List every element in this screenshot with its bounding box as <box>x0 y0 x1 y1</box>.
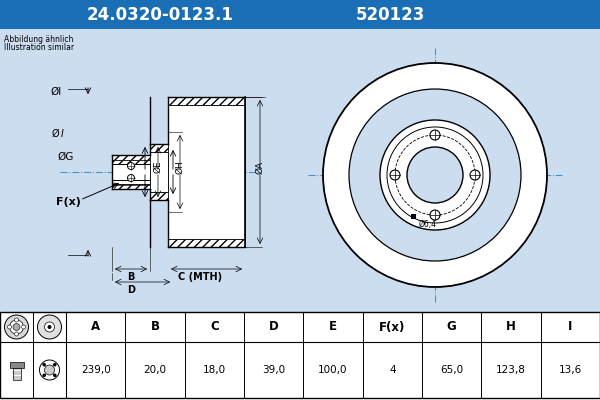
Circle shape <box>7 325 11 329</box>
Text: ØE: ØE <box>154 161 163 173</box>
Circle shape <box>387 127 483 223</box>
Circle shape <box>22 325 25 329</box>
Bar <box>112 155 150 160</box>
Bar <box>112 185 150 189</box>
Text: F(x): F(x) <box>56 197 80 207</box>
Circle shape <box>43 374 46 377</box>
Circle shape <box>5 315 29 339</box>
Text: Illustration similar: Illustration similar <box>4 43 74 52</box>
Bar <box>112 160 150 164</box>
Text: Ate: Ate <box>391 98 459 132</box>
Circle shape <box>430 210 440 220</box>
Circle shape <box>128 174 134 182</box>
Bar <box>411 214 416 219</box>
Circle shape <box>14 318 19 322</box>
Bar <box>0 312 600 398</box>
Bar <box>168 239 245 247</box>
Text: B: B <box>127 272 134 282</box>
Text: I: I <box>568 320 572 334</box>
Text: 123,8: 123,8 <box>496 365 526 375</box>
Circle shape <box>53 363 56 366</box>
Circle shape <box>323 63 547 287</box>
Circle shape <box>128 162 134 170</box>
Text: D: D <box>269 320 278 334</box>
Text: 520123: 520123 <box>355 6 425 24</box>
Bar <box>13 368 20 380</box>
Text: 20,0: 20,0 <box>143 365 167 375</box>
Text: 4: 4 <box>389 365 395 375</box>
Circle shape <box>10 320 23 334</box>
Text: ®: ® <box>450 129 460 139</box>
Text: ØA: ØA <box>256 160 265 174</box>
Bar <box>0 29 600 312</box>
Bar <box>150 144 168 152</box>
Text: ØI: ØI <box>50 87 62 97</box>
Text: E: E <box>329 320 337 334</box>
Text: Ø: Ø <box>51 129 59 139</box>
Text: 100,0: 100,0 <box>318 365 348 375</box>
Text: 65,0: 65,0 <box>440 365 463 375</box>
Bar <box>0 0 600 29</box>
Circle shape <box>407 147 463 203</box>
Text: 239,0: 239,0 <box>81 365 110 375</box>
Text: G: G <box>447 320 457 334</box>
Circle shape <box>44 322 55 332</box>
Text: A: A <box>91 320 100 334</box>
Text: B: B <box>151 320 160 334</box>
Bar <box>150 152 168 192</box>
Circle shape <box>14 332 19 336</box>
Text: 18,0: 18,0 <box>203 365 226 375</box>
Bar <box>10 362 23 368</box>
Bar <box>150 192 168 200</box>
Circle shape <box>47 325 52 329</box>
Circle shape <box>44 365 55 375</box>
Text: ØH: ØH <box>176 160 185 174</box>
Text: C: C <box>210 320 219 334</box>
Circle shape <box>380 120 490 230</box>
Text: D: D <box>127 285 135 295</box>
Circle shape <box>40 360 59 380</box>
Text: 39,0: 39,0 <box>262 365 285 375</box>
Circle shape <box>37 315 62 339</box>
Text: I: I <box>61 129 64 139</box>
Circle shape <box>13 324 20 330</box>
Text: F(x): F(x) <box>379 320 406 334</box>
Circle shape <box>390 170 400 180</box>
Text: Ø6,4: Ø6,4 <box>419 220 437 230</box>
Text: 24.0320-0123.1: 24.0320-0123.1 <box>86 6 233 24</box>
Bar <box>112 184 150 189</box>
Text: H: H <box>506 320 516 334</box>
Circle shape <box>43 363 46 366</box>
Circle shape <box>430 130 440 140</box>
Text: C (MTH): C (MTH) <box>178 272 222 282</box>
Circle shape <box>349 89 521 261</box>
Text: ØG: ØG <box>58 152 74 162</box>
Bar <box>168 105 245 239</box>
Text: 13,6: 13,6 <box>559 365 582 375</box>
Text: Abbildung ähnlich: Abbildung ähnlich <box>4 35 73 44</box>
Bar <box>112 160 150 184</box>
Bar <box>168 97 245 105</box>
Circle shape <box>470 170 480 180</box>
Circle shape <box>53 374 56 377</box>
